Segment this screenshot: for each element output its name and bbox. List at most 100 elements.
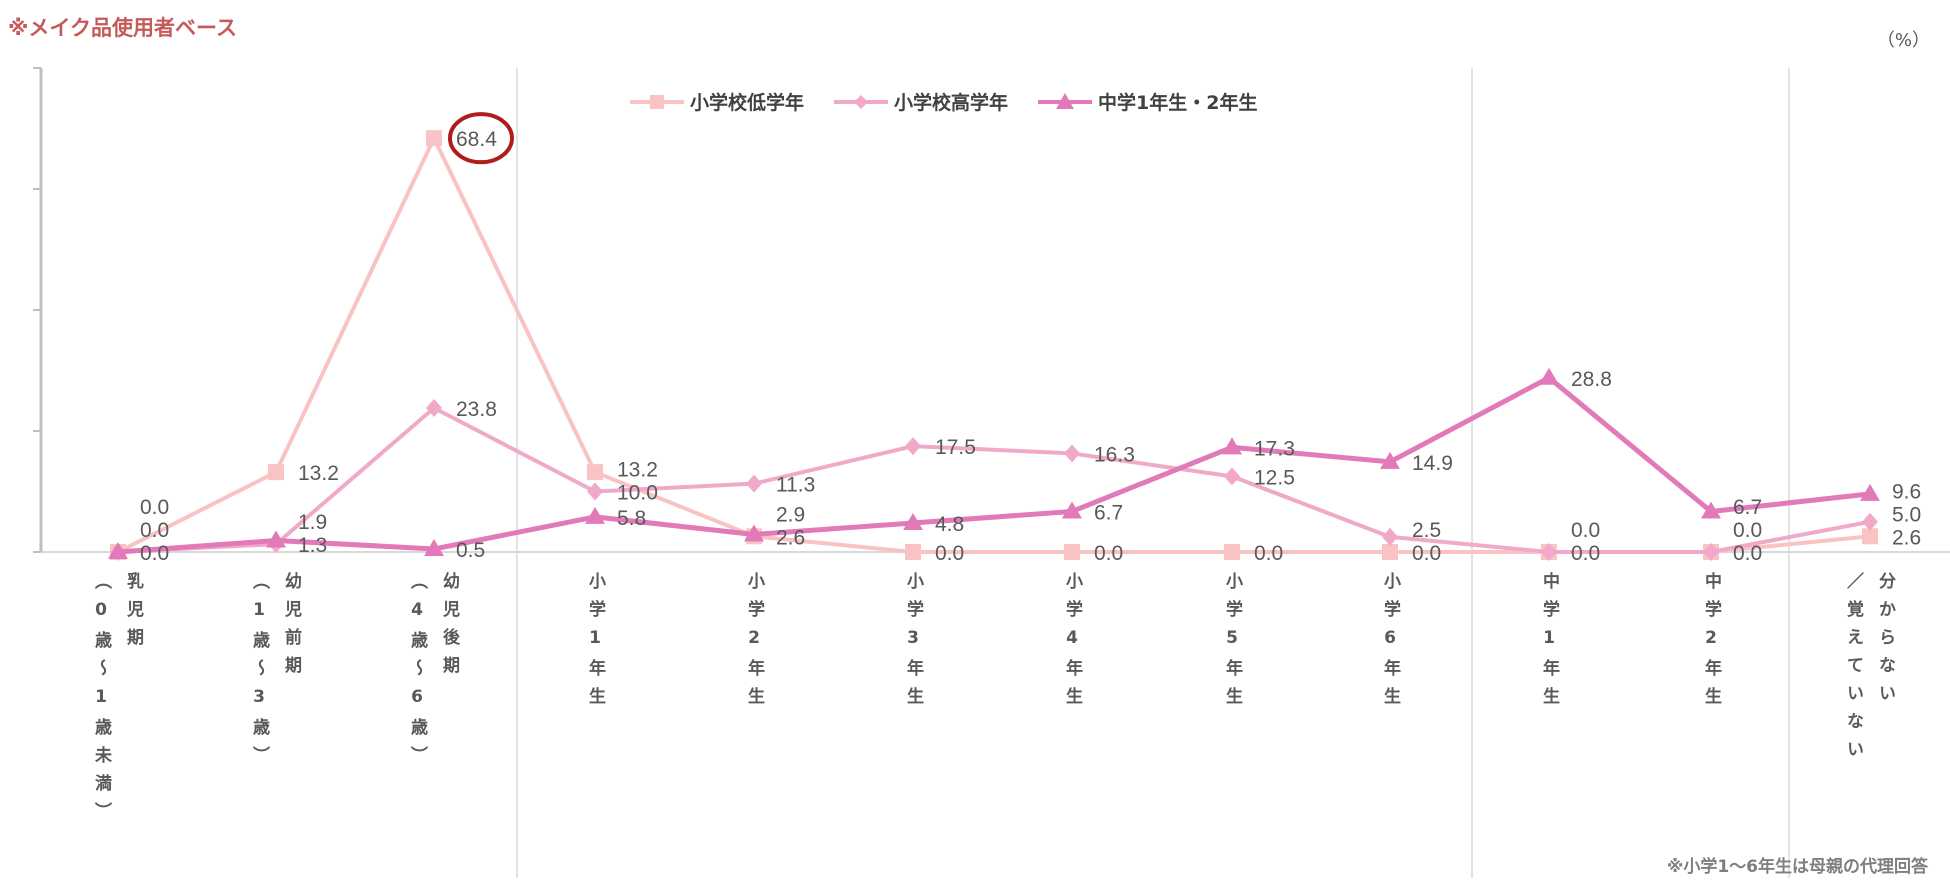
- data-label: 0.0: [1733, 542, 1762, 565]
- data-label: 13.2: [617, 459, 658, 482]
- x-tick-label: 分からない: [1875, 572, 1895, 712]
- x-tick-label: 小学4年生: [1062, 572, 1082, 715]
- data-label: 1.9: [298, 511, 327, 534]
- data-label: 2.9: [776, 503, 805, 526]
- data-label: 23.8: [456, 398, 497, 421]
- x-tick-label: 中学1年生: [1539, 572, 1559, 715]
- data-point-2: [744, 524, 764, 542]
- data-point-2: [1222, 437, 1242, 455]
- data-label: 9.6: [1892, 480, 1921, 503]
- data-point-0: [1862, 528, 1878, 545]
- legend-triangle-icon: [1038, 92, 1093, 109]
- data-label: 0.0: [140, 519, 169, 542]
- data-label: 0.0: [1571, 519, 1600, 542]
- unit-label: （%）: [1876, 30, 1930, 51]
- data-point-0: [587, 464, 603, 481]
- series-line-2: [117, 374, 1871, 555]
- data-point-2: [1860, 483, 1880, 501]
- data-point-1: [1224, 467, 1240, 486]
- data-point-1: [1382, 527, 1398, 546]
- data-point-2: [1701, 501, 1721, 519]
- legend-item: 小学校低学年: [630, 88, 804, 115]
- data-point-0: [426, 130, 442, 147]
- legend-square-icon: [630, 94, 684, 109]
- data-label: 13.2: [298, 462, 339, 485]
- series-line-0: [117, 133, 1871, 554]
- x-tick-sublabel: ／覚えていない: [1843, 572, 1863, 768]
- legend-label: 小学校高学年: [894, 92, 1009, 114]
- data-label: 6.7: [1733, 496, 1762, 519]
- legend-label: 小学校低学年: [690, 92, 805, 114]
- data-label: 0.0: [1412, 542, 1441, 565]
- x-tick-sublabel: （1歳～3歳）: [249, 572, 269, 774]
- data-label: 2.6: [1892, 526, 1921, 549]
- x-tick-label: 小学6年生: [1380, 572, 1400, 715]
- data-point-1: [1541, 543, 1557, 561]
- data-point-2: [585, 506, 605, 524]
- x-tick-label: 小学5年生: [1222, 572, 1242, 715]
- base-note: ※メイク品使用者ベース: [8, 16, 237, 40]
- data-label: 11.3: [776, 474, 815, 497]
- data-point-0: [1382, 544, 1398, 560]
- data-point-1: [426, 399, 442, 418]
- data-label: 0.0: [1254, 542, 1283, 565]
- x-tick-label: 小学1年生: [585, 572, 605, 715]
- legend-item: 中学1年生・2年生: [1038, 88, 1257, 115]
- highlight-circle: [448, 112, 514, 165]
- data-label: 2.6: [776, 526, 805, 549]
- x-tick-label: 幼児前期: [281, 572, 301, 684]
- data-label: 1.3: [298, 534, 327, 557]
- x-tick-sublabel: （0歳～1歳未満）: [91, 572, 111, 830]
- data-label: 5.0: [1892, 503, 1921, 526]
- data-point-2: [108, 542, 128, 559]
- proxy-answer-note: ※小学1～6年生は母親の代理回答: [1666, 857, 1928, 877]
- data-point-0: [1064, 544, 1080, 560]
- data-label: 68.4: [456, 128, 497, 151]
- x-tick-sublabel: （4歳～6歳）: [407, 572, 427, 774]
- x-tick-label: 小学2年生: [744, 572, 764, 715]
- legend-diamond-icon: [834, 94, 889, 109]
- x-tick-label: 幼児後期: [439, 572, 459, 684]
- data-label: 17.5: [935, 436, 976, 459]
- legend-label: 中学1年生・2年生: [1098, 92, 1258, 114]
- data-point-0: [1224, 544, 1240, 560]
- data-point-1: [1862, 512, 1878, 531]
- data-label: 28.8: [1571, 368, 1612, 391]
- data-point-1: [587, 482, 603, 501]
- data-label: 16.3: [1094, 443, 1135, 466]
- legend: 小学校低学年 小学校高学年 中学1年生・2年生: [630, 88, 1257, 115]
- data-point-1: [1064, 444, 1080, 463]
- data-label: 6.7: [1094, 501, 1123, 524]
- data-label: 0.0: [140, 542, 169, 565]
- data-label: 0.0: [140, 496, 169, 519]
- data-label: 4.8: [935, 513, 964, 536]
- data-point-2: [1539, 367, 1559, 385]
- data-point-2: [424, 538, 444, 556]
- data-point-1: [1703, 543, 1719, 561]
- legend-item: 小学校高学年: [834, 88, 1008, 115]
- data-point-1: [746, 474, 762, 493]
- x-tick-label: 乳児期: [123, 572, 143, 656]
- data-point-0: [905, 544, 921, 560]
- data-point-2: [1062, 501, 1082, 519]
- data-label: 12.5: [1254, 466, 1295, 489]
- data-label: 10.0: [617, 482, 658, 505]
- data-point-2: [266, 530, 286, 548]
- x-tick-label: 小学3年生: [903, 572, 923, 715]
- data-point-2: [1380, 451, 1400, 469]
- x-tick-label: 中学2年生: [1701, 572, 1721, 715]
- data-label: 5.8: [617, 507, 646, 530]
- data-label: 2.5: [1412, 519, 1441, 542]
- series-line-1: [117, 405, 1871, 554]
- data-label: 17.3: [1254, 437, 1295, 460]
- data-label: 0.0: [1094, 542, 1123, 565]
- data-label: 14.9: [1412, 452, 1453, 475]
- data-point-1: [905, 437, 921, 456]
- data-label: 0.5: [456, 539, 485, 562]
- data-label: 0.0: [1733, 519, 1762, 542]
- data-point-0: [268, 464, 284, 481]
- data-label: 0.0: [935, 542, 964, 565]
- data-label: 0.0: [1571, 542, 1600, 565]
- data-point-2: [903, 512, 923, 530]
